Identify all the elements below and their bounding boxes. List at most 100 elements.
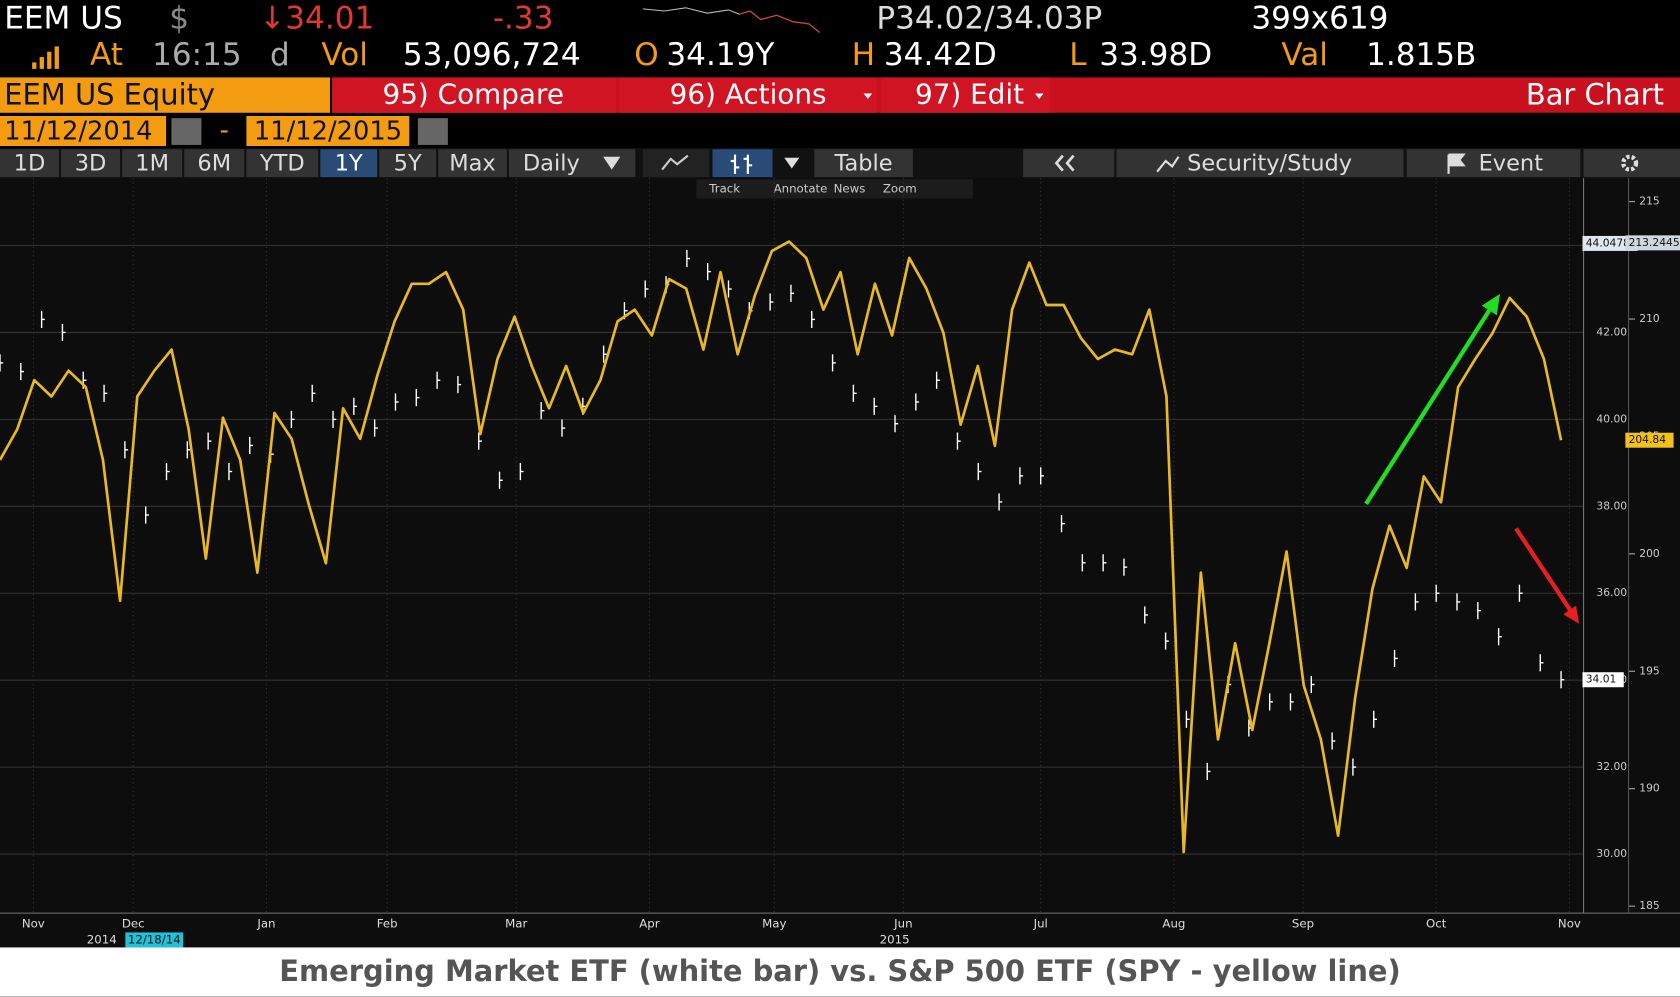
date-separator: - [220, 115, 229, 145]
x-tick-label: Jun [893, 916, 912, 930]
chart-tool[interactable]: Zoom [883, 181, 917, 195]
x-tick-label: Feb [377, 916, 398, 930]
arrow-head [1563, 605, 1580, 624]
end-date: 11/12/2015 [254, 117, 402, 147]
event-button[interactable] [1406, 149, 1581, 178]
x-tick-label: Oct [1426, 916, 1447, 930]
at-label: At [90, 37, 123, 73]
x-tick-label: Apr [639, 916, 660, 930]
x-tick-label: Nov [1558, 916, 1581, 930]
dropdown-caret [1035, 93, 1044, 99]
calendar-icon[interactable] [171, 118, 202, 145]
security-box[interactable] [0, 77, 330, 113]
x-tick-label: May [762, 916, 786, 930]
period-label: Max [449, 151, 496, 177]
caption-bg [0, 947, 1680, 997]
price-tag [1625, 235, 1680, 251]
price-tag-label: 204.84 [1629, 433, 1667, 446]
period-button[interactable] [122, 149, 183, 178]
cursor-date-box [125, 932, 184, 948]
price-tag-label: 34.01 [1586, 673, 1617, 686]
price-tag-label: 213.2445 [1629, 236, 1680, 249]
start-date: 11/12/2014 [4, 117, 152, 147]
x-tick-label: Nov [22, 916, 45, 930]
y-tick-label: 30.00 [1596, 847, 1627, 860]
period-button[interactable] [0, 149, 59, 178]
price-tag [1582, 235, 1638, 251]
y2-tick-label: 210 [1639, 312, 1660, 325]
line-icon [661, 154, 689, 171]
price-tag [1625, 432, 1674, 448]
period-label: YTD [259, 151, 305, 177]
security: EEM US Equity [4, 78, 215, 112]
low-label: L [1069, 37, 1087, 73]
volume: 53,096,724 [403, 37, 581, 73]
chart-tools: Track Annotate News Zoom [696, 179, 973, 199]
period-button[interactable] [438, 149, 507, 178]
high: 34.42D [884, 37, 997, 73]
x-tick-label: Dec [122, 916, 145, 930]
price-tag [1582, 672, 1624, 688]
y-tick-label: 38.00 [1596, 499, 1627, 512]
chart-area [0, 178, 1680, 948]
vol-label: Vol [321, 37, 367, 73]
sparkline-down [739, 10, 820, 33]
annotation-arrow [1364, 299, 1498, 506]
actions-button[interactable] [619, 77, 877, 113]
year-label: 2015 [880, 932, 910, 946]
y2-tick-label: 215 [1639, 195, 1659, 208]
gear-icon [1621, 154, 1639, 172]
y-tick-label: 36.00 [1596, 586, 1627, 599]
bars-icon [32, 46, 59, 69]
bar-chart-button[interactable] [712, 149, 773, 178]
settings-button[interactable] [1583, 149, 1680, 178]
year-label: 2014 [87, 932, 117, 946]
period-button[interactable] [246, 149, 319, 178]
high-label: H [852, 37, 875, 73]
x-tick-label: Jan [256, 916, 275, 930]
y2-tick-label: 200 [1639, 547, 1660, 560]
period-label: 1D [14, 151, 46, 177]
view-name: Bar Chart [1526, 78, 1664, 112]
bar-icon [730, 154, 753, 174]
cursor-date: 12/18/14 [128, 932, 181, 946]
value: 1.815B [1366, 37, 1476, 73]
end-date-box[interactable] [246, 116, 410, 146]
frequency: Daily [523, 151, 580, 177]
caption: Emerging Market ETF (white bar) vs. S&P … [279, 954, 1400, 988]
table-button[interactable] [814, 149, 913, 178]
period-label: 1Y [335, 151, 363, 177]
period-button[interactable] [61, 149, 120, 178]
annotation-arrow [1514, 527, 1575, 616]
y2-tick-label: 195 [1639, 664, 1659, 677]
price-line [0, 240, 1563, 854]
period-label: 3D [75, 151, 107, 177]
calendar-icon[interactable] [417, 118, 448, 145]
period-button[interactable] [184, 149, 245, 178]
size: 399x619 [1251, 1, 1388, 37]
compare: 95) Compare [383, 78, 564, 111]
period-label: 1M [135, 151, 169, 177]
edit: 97) Edit [915, 78, 1024, 111]
edit-button[interactable] [880, 77, 1050, 113]
toolbar: 1D 3D 1M 6M YTD 1Y 5Y Max Daily Table Security/Stu… [0, 148, 1680, 179]
chart-tool[interactable]: News [834, 181, 866, 195]
last-price: ↓34.01 [259, 1, 374, 37]
period-button[interactable] [320, 149, 378, 178]
security-study: Security/Study [1187, 151, 1352, 177]
period-button[interactable] [379, 149, 437, 178]
collapse-icon [1054, 154, 1075, 172]
start-date-box[interactable] [0, 116, 167, 146]
price-tag-label: 44.0478 [1586, 236, 1630, 249]
bid-ask: P34.02/34.03P [876, 1, 1102, 37]
period-label: 5Y [394, 151, 422, 177]
compare-button[interactable] [332, 77, 617, 113]
change: -.33 [493, 1, 554, 37]
chart-tool[interactable]: Annotate [774, 181, 828, 195]
open-label: O [634, 37, 658, 73]
arrow-head [1481, 293, 1500, 316]
y-tick-label: 42.00 [1596, 325, 1627, 338]
y2-tick-label: 190 [1639, 782, 1660, 795]
chart-tool[interactable]: Track [708, 181, 740, 195]
actions: 96) Actions [670, 78, 827, 111]
